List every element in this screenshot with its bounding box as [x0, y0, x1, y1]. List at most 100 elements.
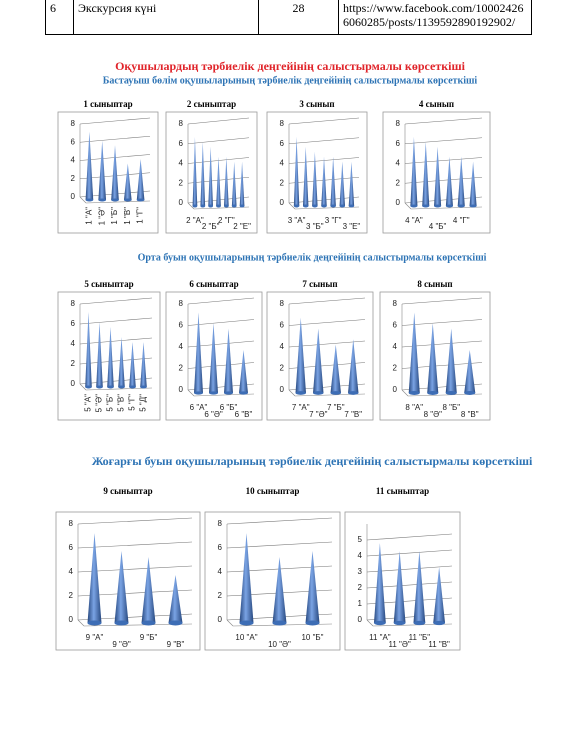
y-tick-label: 0 — [179, 385, 184, 394]
x-tick-label: 11 "Б" — [409, 633, 431, 642]
x-tick-label: 7 "В" — [344, 410, 362, 419]
cone-base — [339, 204, 346, 208]
cone-base — [295, 391, 306, 395]
x-tick-label: 9 "Б" — [140, 633, 158, 642]
chart-title: 1 сыныптар — [83, 99, 132, 109]
grid-line — [404, 117, 483, 125]
x-tick-label: 10 "А" — [235, 633, 257, 642]
x-tick-label: 4 "Б" — [429, 222, 447, 231]
chart-title: 4 сынып — [419, 99, 454, 109]
cone-base — [469, 204, 477, 208]
x-tick-label: 8 "А" — [405, 403, 423, 412]
x-tick-label: 11 "В" — [428, 640, 450, 649]
x-tick-label: 5 "Д" — [139, 394, 148, 412]
x-tick-label: 5 "А" — [84, 394, 93, 412]
cone-base — [427, 391, 439, 395]
axis-wall — [187, 389, 195, 397]
cone — [373, 543, 386, 623]
cone — [192, 136, 198, 206]
y-tick-label: 2 — [358, 583, 363, 592]
cone — [469, 161, 477, 206]
y-tick-label: 0 — [358, 615, 363, 624]
y-tick-label: 0 — [71, 379, 76, 388]
cone — [321, 156, 327, 206]
cone — [445, 156, 453, 206]
grid-line — [187, 137, 250, 145]
y-tick-label: 6 — [71, 137, 76, 146]
grid-line — [288, 117, 360, 125]
y-tick-label: 8 — [69, 519, 74, 528]
cone — [129, 342, 136, 387]
axis-wall — [288, 389, 296, 397]
cone — [433, 567, 446, 623]
x-tick-label: 1 "А" — [85, 207, 94, 225]
cone — [330, 156, 336, 206]
cone-base — [140, 385, 147, 389]
cone-base — [464, 391, 476, 395]
grid-line — [79, 377, 153, 385]
axis-floor — [193, 206, 250, 210]
chart-title: 2 сыныптар — [187, 99, 236, 109]
cone-base — [87, 620, 102, 626]
cone — [272, 557, 287, 623]
cone — [107, 327, 114, 387]
chart-frame — [204, 511, 341, 651]
y-tick-label: 8 — [393, 299, 398, 308]
cone-base — [312, 204, 318, 208]
cone-base — [393, 620, 406, 626]
grid-line — [77, 517, 193, 525]
x-tick-label: 2 "Б" — [202, 222, 220, 231]
grid-line — [404, 196, 483, 204]
y-tick-label: 0 — [280, 198, 285, 207]
y-tick-label: 1 — [358, 599, 363, 608]
x-tick-label: 7 "А" — [292, 403, 310, 412]
y-tick-label: 6 — [280, 139, 285, 148]
x-tick-label: 3 "Б" — [306, 222, 324, 231]
grid-line — [187, 297, 255, 305]
x-tick-label: 10 "Б" — [301, 633, 323, 642]
y-tick-label: 4 — [179, 342, 184, 351]
y-tick-label: 6 — [69, 543, 74, 552]
page-title: Оқушылардың тәрбиелік деңгейінің салысты… — [115, 59, 466, 73]
x-tick-label: 7 "Б" — [327, 403, 345, 412]
chart-title: 3 сынып — [299, 99, 334, 109]
cone — [209, 323, 218, 393]
x-tick-label: 9 "А" — [86, 633, 104, 642]
cone-base — [302, 204, 309, 208]
cone-base — [192, 204, 198, 208]
grid-line — [404, 137, 483, 145]
cone-base — [413, 620, 426, 626]
grid-line — [187, 117, 250, 125]
cone-base — [85, 198, 94, 202]
y-tick-label: 4 — [71, 339, 76, 348]
y-tick-label: 8 — [280, 119, 285, 128]
cone-base — [231, 204, 237, 208]
grid-line — [366, 549, 453, 557]
grid-line — [79, 117, 151, 125]
y-tick-label: 0 — [393, 385, 398, 394]
cone-base — [96, 385, 103, 389]
x-tick-label: 7 "Ә" — [309, 410, 328, 419]
axis-wall — [288, 202, 296, 210]
cone — [194, 312, 203, 393]
x-tick-label: 6 "Ә" — [204, 410, 223, 419]
y-tick-label: 6 — [218, 543, 223, 552]
grid-line — [288, 319, 366, 326]
axis-wall — [226, 619, 234, 627]
cone — [123, 163, 132, 200]
y-tick-label: 4 — [71, 156, 76, 165]
y-tick-label: 8 — [71, 119, 76, 128]
grid-line — [79, 297, 153, 305]
cone — [224, 156, 229, 206]
y-tick-label: 4 — [358, 551, 363, 560]
y-tick-label: 0 — [218, 615, 223, 624]
y-tick-label: 6 — [280, 321, 285, 330]
cone — [85, 131, 94, 200]
cone-base — [141, 620, 156, 626]
cone-base — [114, 620, 129, 626]
cone — [231, 161, 237, 206]
y-tick-label: 6 — [179, 321, 184, 330]
grid-line — [79, 135, 151, 143]
y-tick-label: 8 — [218, 519, 223, 528]
